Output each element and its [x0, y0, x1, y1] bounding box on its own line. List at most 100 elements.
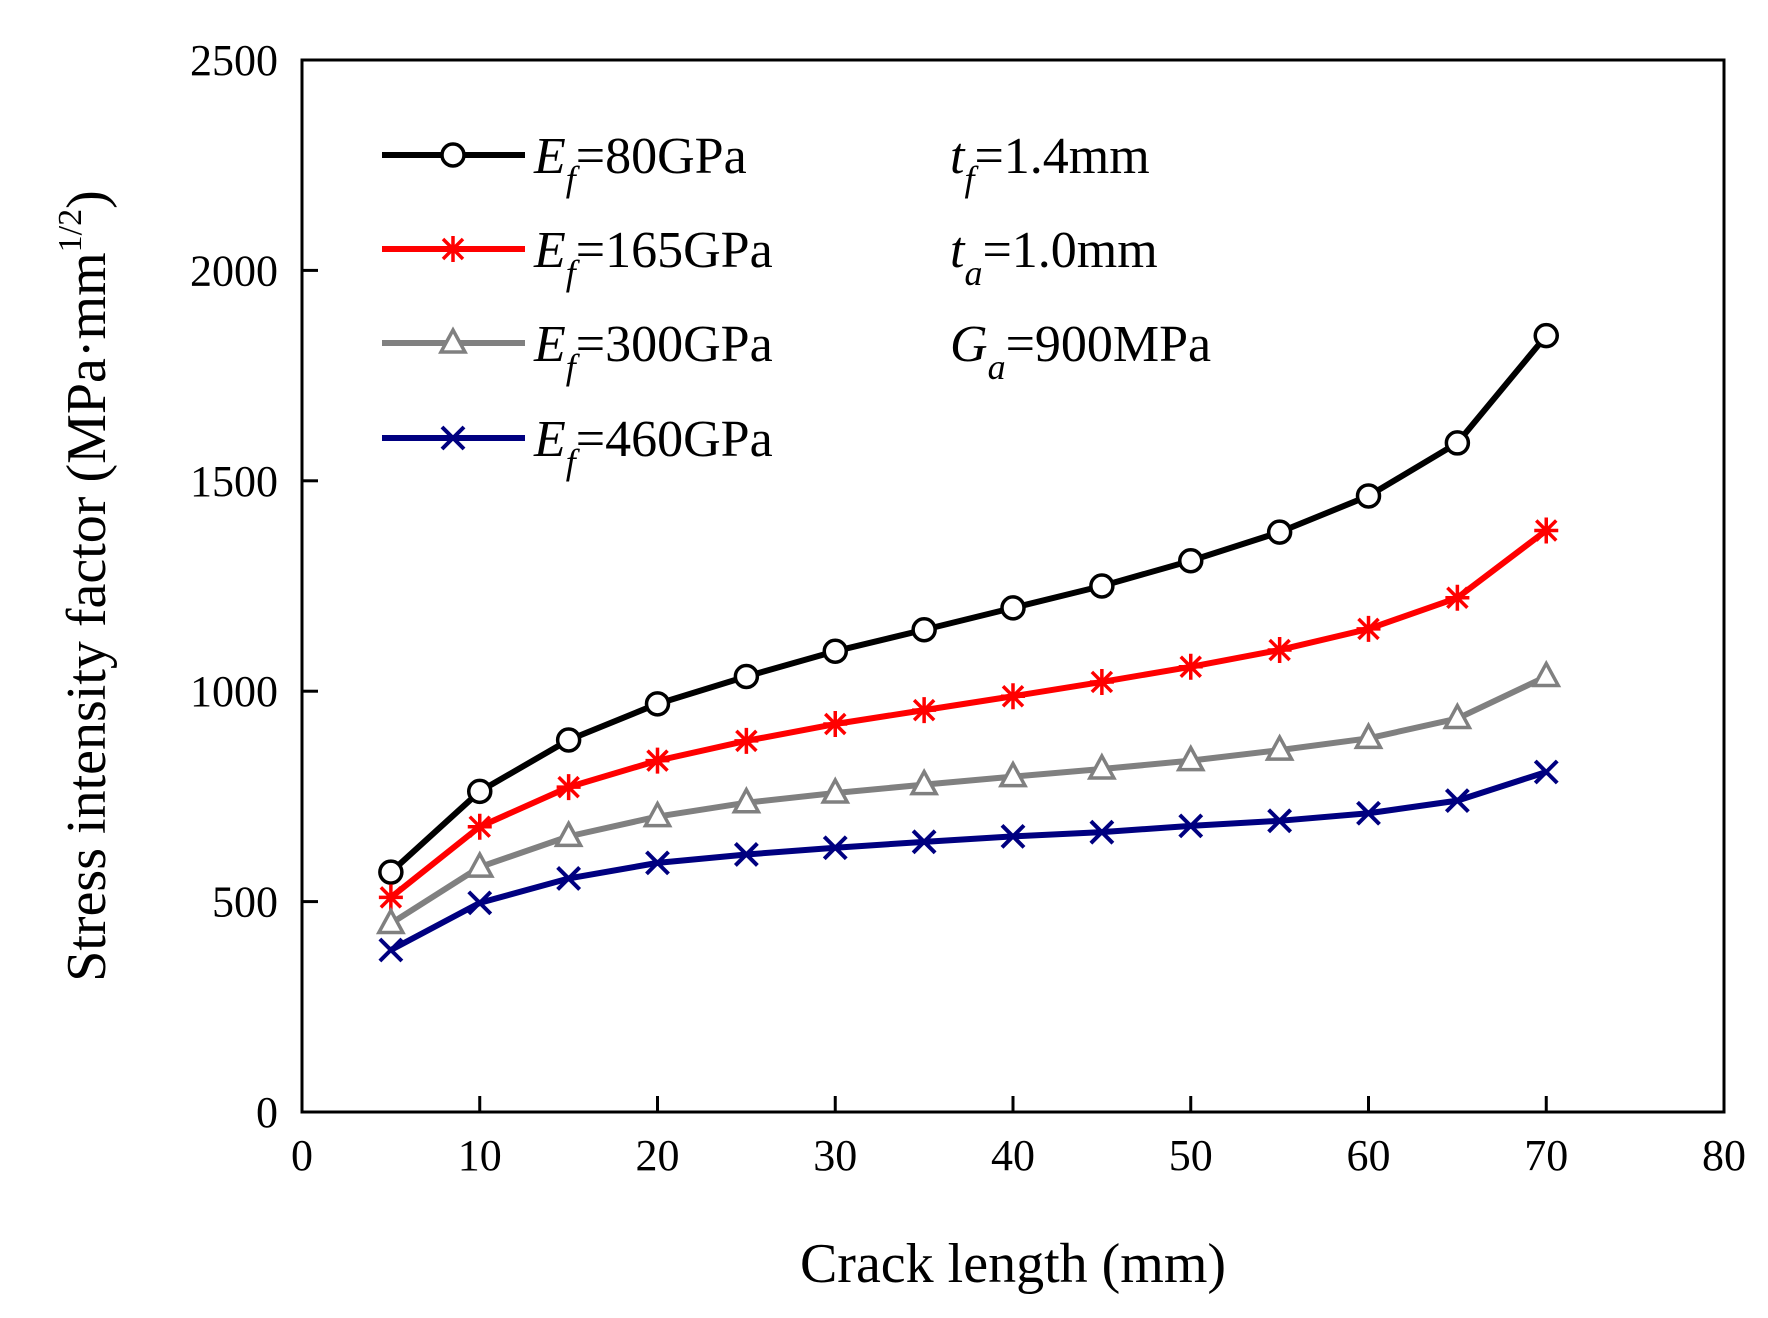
legend-marker [441, 236, 465, 262]
data-point [556, 866, 582, 891]
data-point [822, 835, 848, 861]
data-point [642, 799, 673, 828]
data-point [378, 937, 404, 963]
data-point [1089, 573, 1115, 599]
series-line [389, 769, 1548, 953]
data-point [1178, 653, 1203, 680]
data-point [644, 691, 671, 717]
data-point [1534, 517, 1559, 544]
data-point [645, 747, 670, 774]
data-point [1445, 584, 1470, 611]
data-point [378, 859, 404, 885]
data-point [1266, 519, 1293, 545]
data-point [734, 727, 759, 754]
data-point [1442, 701, 1473, 730]
data-point [731, 786, 762, 814]
series-3 [378, 759, 1559, 963]
data-point [1531, 659, 1562, 688]
legend-marker [440, 425, 466, 451]
x-tick-label: 80 [1702, 1131, 1746, 1180]
data-point [822, 638, 848, 664]
y-tick-label: 2500 [190, 36, 278, 85]
data-point [1356, 800, 1381, 826]
annotation: ta=1.0mm [950, 222, 1158, 293]
data-point [1000, 595, 1026, 621]
x-tick-label: 50 [1169, 1131, 1213, 1180]
legend-entry: Ef=300GPa [382, 316, 773, 387]
x-tick-label: 0 [291, 1131, 313, 1180]
data-point [1355, 483, 1382, 509]
series-line [389, 528, 1549, 900]
data-point [1000, 823, 1026, 849]
data-point [375, 906, 406, 935]
series-2 [375, 659, 1562, 935]
parameter-annotations: tf=1.4mm ta=1.0mm Ga=900MPa [950, 128, 1211, 387]
data-point [1533, 759, 1559, 785]
data-point [1444, 430, 1471, 456]
y-axis-title-exponent: 1/2 [52, 209, 89, 252]
data-point [553, 819, 584, 848]
data-point [998, 759, 1028, 788]
legend-label: Ef=80GPa [533, 128, 747, 199]
data-point [1089, 819, 1115, 845]
y-axis-title-main: Stress intensity factor (MPa·mm [56, 252, 118, 981]
x-tick-label: 60 [1347, 1131, 1391, 1180]
data-point [1178, 548, 1204, 574]
data-point [1444, 788, 1470, 814]
y-tick-label: 500 [212, 878, 278, 927]
y-tick-label: 1000 [190, 667, 278, 716]
data-point [909, 767, 940, 796]
data-point [1175, 743, 1206, 772]
annotation: Ga=900MPa [950, 316, 1211, 387]
series-1 [378, 517, 1559, 911]
data-point [556, 774, 581, 801]
data-point [378, 884, 403, 911]
plot-frame [300, 58, 1726, 1114]
data-point [645, 850, 670, 876]
x-tick-label: 40 [991, 1131, 1035, 1180]
data-point [1267, 808, 1293, 834]
data-point [1356, 615, 1381, 642]
annotation: tf=1.4mm [950, 128, 1150, 199]
data-point [1533, 322, 1559, 349]
data-point [464, 850, 495, 878]
legend-label: Ef=460GPa [533, 411, 773, 482]
legend-marker [438, 326, 468, 354]
data-point [911, 829, 937, 855]
data-point [555, 727, 582, 753]
data-point [1089, 668, 1114, 695]
x-tick-label: 30 [813, 1131, 857, 1180]
series-line [389, 673, 1548, 927]
x-tick-label: 10 [458, 1131, 502, 1180]
series-0 [378, 322, 1559, 885]
y-tick-label: 0 [256, 1088, 278, 1137]
data-point [1178, 813, 1204, 839]
data-point [1001, 683, 1025, 710]
data-point [733, 842, 759, 867]
data-point [1353, 721, 1384, 750]
data-point [912, 697, 937, 724]
series-line [388, 333, 1549, 875]
data-point [467, 890, 493, 916]
x-tick-label: 20 [636, 1131, 680, 1180]
y-tick-label: 1500 [190, 457, 278, 506]
data-point [733, 663, 760, 690]
data-point [1086, 752, 1117, 780]
legend-label: Ef=165GPa [533, 222, 773, 293]
data-point [1267, 636, 1292, 663]
legend-entry: Ef=165GPa [382, 222, 773, 293]
y-tick-label: 2000 [190, 246, 278, 295]
y-axis-title-close: ) [56, 190, 118, 209]
y-axis-title: Stress intensity factor (MPa·mm1/2) [52, 190, 118, 982]
legend-marker [440, 142, 466, 168]
data-point [467, 778, 493, 805]
x-tick-label: 70 [1524, 1131, 1568, 1180]
legend-entry: Ef=460GPa [382, 411, 773, 482]
data-point [820, 776, 851, 804]
data-point [1264, 733, 1295, 761]
data-point [467, 813, 492, 840]
legend: Ef=80GPa Ef=165GPa Ef=300GPa Ef=460GPa [382, 128, 773, 482]
legend-entry: Ef=80GPa [382, 128, 747, 199]
x-axis-title: Crack length (mm) [800, 1233, 1226, 1295]
